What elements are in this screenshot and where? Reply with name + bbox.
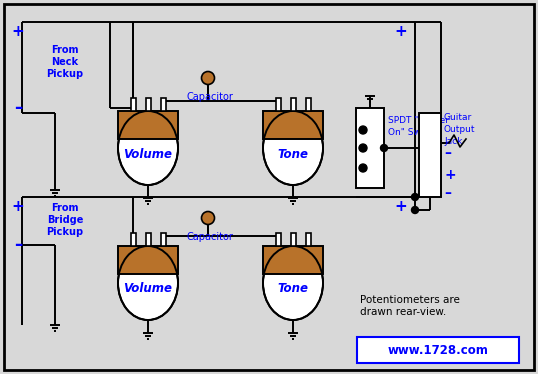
Bar: [275, 98, 280, 111]
Circle shape: [412, 193, 419, 200]
Text: www.1728.com: www.1728.com: [387, 343, 489, 356]
Bar: [263, 246, 323, 274]
Text: –: –: [444, 186, 451, 200]
Text: +: +: [394, 24, 407, 39]
Bar: [275, 233, 280, 246]
Text: +: +: [394, 199, 407, 214]
Text: –: –: [14, 99, 22, 117]
Text: –: –: [14, 236, 22, 254]
Bar: [306, 98, 310, 111]
Circle shape: [359, 144, 367, 152]
Text: Jack: Jack: [444, 137, 462, 145]
Ellipse shape: [118, 246, 178, 320]
Circle shape: [359, 126, 367, 134]
Text: SPDT "Center: SPDT "Center: [388, 116, 449, 125]
Bar: [131, 233, 136, 246]
Text: Output: Output: [444, 125, 476, 134]
Circle shape: [359, 164, 367, 172]
Text: Volume: Volume: [124, 147, 173, 160]
Text: Capacitor: Capacitor: [187, 92, 233, 102]
Text: Guitar: Guitar: [444, 113, 472, 122]
Bar: [160, 233, 166, 246]
Ellipse shape: [263, 246, 323, 320]
Text: Tone: Tone: [278, 282, 308, 295]
Circle shape: [202, 71, 215, 85]
Text: From
Bridge
Pickup: From Bridge Pickup: [46, 203, 83, 237]
Text: On" Switch: On" Switch: [388, 128, 438, 137]
FancyBboxPatch shape: [357, 337, 519, 363]
Bar: [419, 113, 441, 197]
Text: –: –: [444, 146, 451, 160]
Bar: [356, 108, 384, 188]
Bar: [118, 111, 178, 139]
Text: Tone: Tone: [278, 147, 308, 160]
Text: Potentiometers are
drawn rear-view.: Potentiometers are drawn rear-view.: [360, 295, 460, 317]
Text: +: +: [12, 24, 24, 39]
Text: Volume: Volume: [124, 282, 173, 295]
Circle shape: [412, 206, 419, 214]
Bar: [145, 233, 151, 246]
Text: From
Neck
Pickup: From Neck Pickup: [46, 45, 83, 79]
Text: +: +: [12, 199, 24, 214]
Ellipse shape: [263, 111, 323, 185]
Bar: [291, 98, 295, 111]
Circle shape: [380, 144, 387, 151]
Bar: [160, 98, 166, 111]
Bar: [306, 233, 310, 246]
Bar: [131, 98, 136, 111]
Bar: [291, 233, 295, 246]
Bar: [145, 98, 151, 111]
Text: +: +: [444, 168, 456, 182]
Bar: [263, 111, 323, 139]
Bar: [118, 246, 178, 274]
Ellipse shape: [118, 111, 178, 185]
Text: Capacitor: Capacitor: [187, 232, 233, 242]
Circle shape: [202, 212, 215, 224]
